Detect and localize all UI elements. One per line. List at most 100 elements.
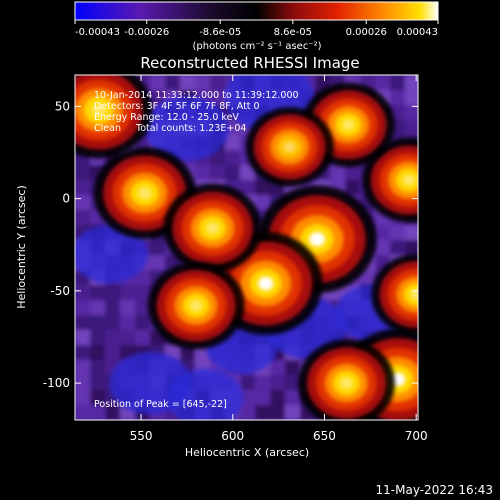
heatmap-cell [210, 150, 225, 165]
bright-source-core [309, 232, 326, 247]
colorbar-tick-label: -8.6e-05 [199, 27, 241, 38]
heatmap-cell [390, 225, 405, 240]
heatmap-cell [360, 270, 375, 285]
heatmap-cell [75, 330, 90, 345]
x-tick-label: 650 [313, 429, 336, 443]
heatmap-cell [75, 180, 90, 195]
heatmap-cell [75, 375, 90, 390]
y-tick-label: -50 [50, 284, 70, 298]
bright-source-core [91, 103, 106, 117]
heatmap-cell [345, 180, 360, 195]
heatmap-cell [390, 75, 405, 90]
heatmap-cell [150, 240, 165, 255]
heatmap-cell [375, 240, 390, 255]
heatmap-cell [105, 300, 120, 315]
heatmap-cell [120, 285, 135, 300]
heatmap-cell [135, 270, 150, 285]
heatmap-cell [75, 195, 90, 210]
heatmap-cell [90, 330, 105, 345]
bright-source-core [342, 119, 355, 131]
bright-source-core [206, 222, 220, 235]
heatmap-cell [150, 90, 165, 105]
heatmap-cell [75, 285, 90, 300]
heatmap-cell [270, 405, 285, 420]
heatmap-cell [90, 345, 105, 360]
negative-region [144, 96, 230, 161]
heatmap-cell [270, 360, 285, 375]
axes: 550 600 650 700 50 0 -50 -100 [43, 75, 428, 443]
heatmap-cell [150, 255, 165, 270]
heatmap-cell [255, 195, 270, 210]
colorbar [74, 1, 439, 21]
x-tick-label: 700 [405, 429, 428, 443]
negative-region [75, 224, 148, 284]
heatmap-cell [75, 315, 90, 330]
heatmap-image [75, 75, 418, 420]
heatmap-cell [75, 345, 90, 360]
chart-title: Reconstructed RHESSI Image [140, 54, 359, 72]
heatmap-cell [240, 375, 255, 390]
x-tick-label: 600 [221, 429, 244, 443]
heatmap-cell [285, 360, 300, 375]
heatmap-cell [390, 240, 405, 255]
bright-source-core [283, 141, 296, 153]
heatmap-cell [150, 75, 165, 90]
heatmap-cell [240, 405, 255, 420]
heatmap-cell [165, 75, 180, 90]
y-tick-label: -100 [43, 376, 70, 390]
heatmap-cell [225, 150, 240, 165]
colorbar-tick-label: 8.6e-05 [274, 27, 312, 38]
heatmap-cell [75, 405, 90, 420]
heatmap-cell [90, 360, 105, 375]
heatmap-cell [405, 225, 418, 240]
heatmap-cell [405, 120, 418, 135]
heatmap-cell [75, 360, 90, 375]
colorbar-tick-label: -0.00043 [75, 27, 120, 38]
colorbar-tick-label: 0.00026 [346, 27, 387, 38]
heatmap-cell [135, 300, 150, 315]
heatmap-cell [210, 165, 225, 180]
annotation-clean: Clean Total counts: 1.23E+04 [94, 123, 246, 134]
heatmap-cell [180, 75, 195, 90]
heatmap-cell [315, 75, 330, 90]
annotation-time: 10-Jan-2014 11:33:12.000 to 11:39:12.000 [94, 90, 299, 101]
bright-source-core [410, 289, 418, 300]
heatmap-cell [210, 75, 225, 90]
footer-timestamp: 11-May-2022 16:43 [376, 483, 493, 497]
heatmap-cell [135, 285, 150, 300]
heatmap-cell [225, 135, 240, 150]
heatmap-cell [90, 405, 105, 420]
heatmap-cell [330, 165, 345, 180]
bright-source-core [258, 276, 274, 291]
heatmap-cell [405, 105, 418, 120]
heatmap-cell [90, 375, 105, 390]
heatmap-cell [75, 165, 90, 180]
bright-source-core [137, 186, 152, 200]
heatmap-cell [90, 390, 105, 405]
heatmap-cell [120, 330, 135, 345]
heatmap-cell [75, 390, 90, 405]
heatmap-cell [105, 345, 120, 360]
heatmap-cell [255, 405, 270, 420]
heatmap-cell [90, 285, 105, 300]
heatmap-cell [285, 390, 300, 405]
heatmap-cell [285, 375, 300, 390]
heatmap-cell [255, 375, 270, 390]
y-tick-label: 0 [62, 192, 70, 206]
bright-source-core [340, 377, 353, 389]
heatmap-cell [405, 240, 418, 255]
annotation-block: 10-Jan-2014 11:33:12.000 to 11:39:12.000… [94, 90, 299, 134]
heatmap-cell [105, 285, 120, 300]
x-tick-label: 550 [130, 429, 153, 443]
heatmap-cell [225, 165, 240, 180]
heatmap-cell [105, 405, 120, 420]
heatmap-cell [210, 90, 225, 105]
y-axis-label: Heliocentric Y (arcsec) [15, 185, 28, 309]
negative-region [167, 368, 244, 420]
heatmap-cell [195, 165, 210, 180]
colorbar-tick-label: -0.00026 [124, 27, 169, 38]
heatmap-cell [75, 210, 90, 225]
heatmap-cell [240, 180, 255, 195]
plot-frame [74, 74, 419, 421]
